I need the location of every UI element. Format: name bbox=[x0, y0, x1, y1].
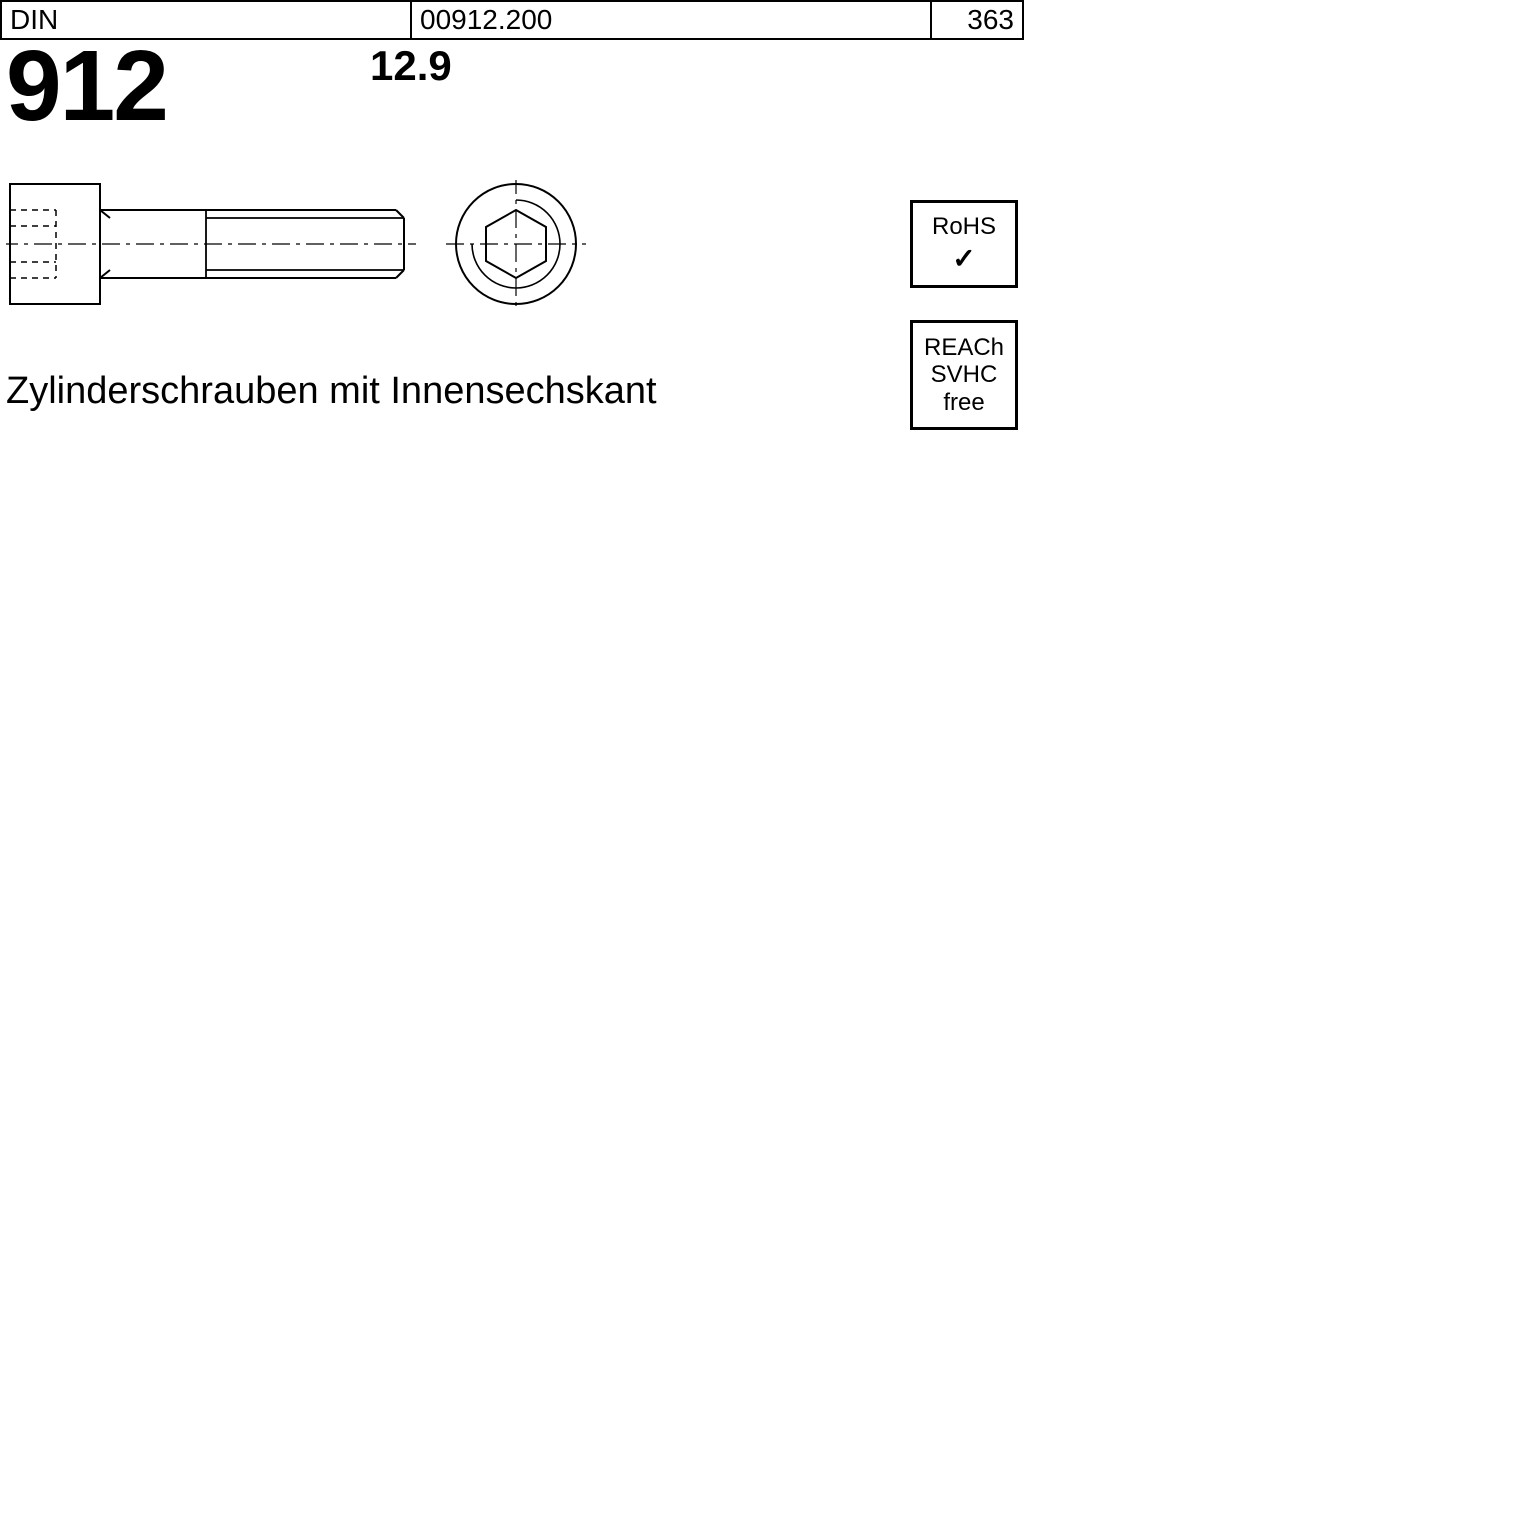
technical-drawing bbox=[6, 180, 606, 320]
standard-number: 912 bbox=[6, 36, 167, 136]
rohs-label: RoHS bbox=[932, 213, 996, 241]
reach-line2: SVHC bbox=[931, 361, 998, 389]
strength-grade: 12.9 bbox=[370, 42, 452, 90]
reach-line3: free bbox=[943, 389, 984, 417]
header-code: 00912.200 bbox=[412, 2, 932, 38]
check-icon: ✓ bbox=[952, 243, 975, 275]
reach-line1: REACh bbox=[924, 334, 1004, 362]
rohs-badge: RoHS ✓ bbox=[910, 200, 1018, 288]
datasheet: DIN 00912.200 363 912 12.9 bbox=[0, 0, 1024, 492]
description: Zylinderschrauben mit Innensechskant bbox=[6, 370, 657, 413]
header-page: 363 bbox=[932, 2, 1022, 38]
reach-badge: REACh SVHC free bbox=[910, 320, 1018, 430]
